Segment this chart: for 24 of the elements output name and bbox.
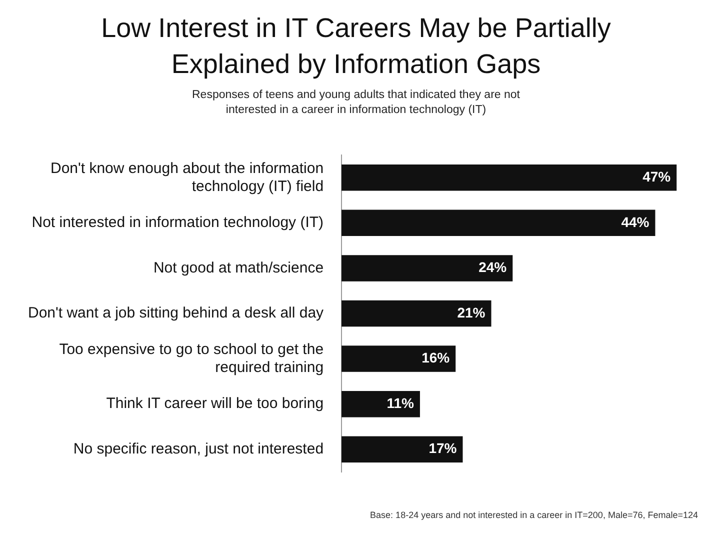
data-label: 11% (386, 394, 415, 411)
data-label: 16% (422, 350, 450, 366)
bar (342, 436, 463, 462)
bar (342, 164, 677, 191)
y-tick-label: Too expensive to go to school to get the required training (59, 340, 324, 376)
bar (342, 300, 492, 327)
data-label: 24% (478, 259, 508, 276)
text: Base: 18-24 years and not interested in a career in IT=200, Male=76, Female=124 (370, 510, 698, 520)
bar (342, 346, 456, 372)
y-tick-label: Think IT career will be too boring (106, 395, 324, 412)
bar (342, 390, 420, 418)
data-label: 44% (621, 214, 650, 230)
bar (342, 255, 513, 282)
data-label: 17% (428, 440, 458, 456)
y-tick-label: Not good at math/science (153, 259, 324, 276)
data-label: 47% (642, 168, 672, 184)
y-tick-label: No specific reason, just not interested (73, 440, 324, 458)
bar (342, 210, 656, 236)
data-label: 21% (457, 304, 486, 320)
y-tick-label: Don't know enough about the information technology (IT) field (50, 160, 324, 195)
chart-subtitle: Responses of teens and young adults that indicated they are not interested in a career in information technology (IT) (191, 88, 521, 118)
y-tick-label: Don't want a job sitting behind a desk all day (28, 304, 324, 322)
y-tick-label: Not interested in information technology (IT) (32, 214, 324, 232)
chart-title: Low Interest in IT Careers May be Partially Explained by Information Gaps (100, 12, 612, 81)
